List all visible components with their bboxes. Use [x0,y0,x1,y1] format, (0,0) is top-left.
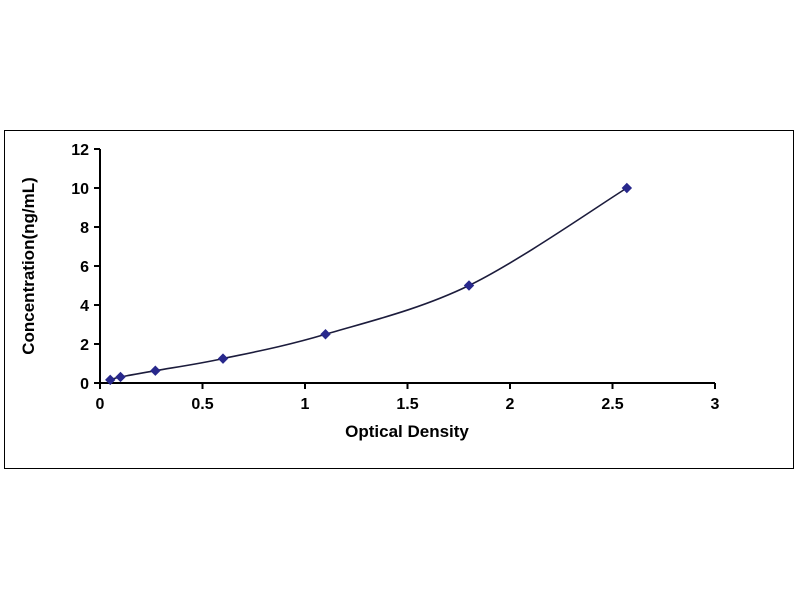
y-tick-label: 12 [71,142,89,159]
x-tick-label: 1.5 [396,396,418,413]
y-tick-label: 6 [80,259,89,276]
data-point-marker [621,182,633,194]
chart-frame: 0 0.5 1 1.5 2 2.5 3 0 2 4 6 8 10 12 Concentration(ng/… [4,130,794,469]
y-tick-label: 8 [80,220,89,237]
y-tick-label: 10 [71,181,89,198]
y-tick-label: 4 [80,298,89,315]
y-axis-title: Concentration(ng/mL) [19,177,38,355]
data-point-marker [320,329,331,340]
x-tick-label: 2 [506,396,515,413]
x-tick-label: 1 [301,396,310,413]
y-tick-label: 2 [80,337,89,354]
x-axis-title: Optical Density [345,422,469,441]
data-point-marker [463,280,475,291]
data-point-marker [105,374,116,386]
x-tick-label: 3 [711,396,720,413]
x-tick-label: 0.5 [191,396,213,413]
curve-line [110,187,628,381]
standard-curve-plot: 0 0.5 1 1.5 2 2.5 3 0 2 4 6 8 10 12 [71,142,720,413]
y-tick-label: 0 [80,376,89,393]
data-point-marker [115,371,126,383]
data-point-marker [217,353,229,364]
x-tick-label: 2.5 [601,396,623,413]
x-tick-label: 0 [96,396,105,413]
data-point-marker [150,365,161,376]
